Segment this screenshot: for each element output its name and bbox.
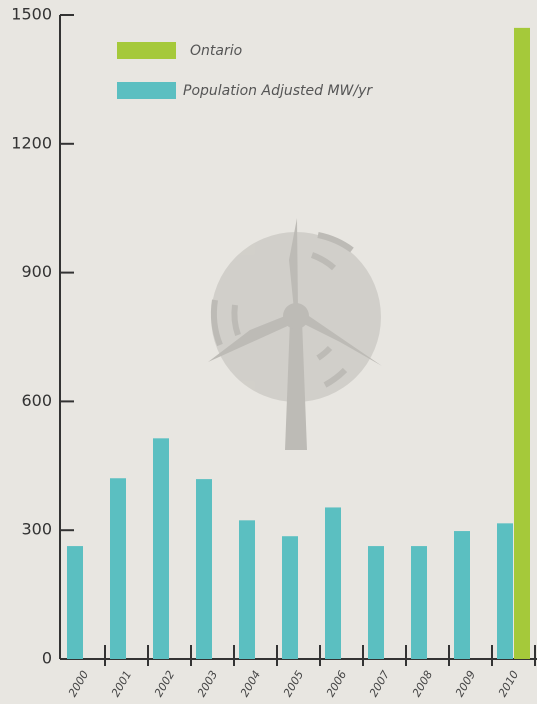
x-tick-label: 2000 (66, 668, 91, 699)
legend-label: Ontario (190, 43, 242, 59)
bar (110, 478, 126, 659)
x-tick-label: 2001 (109, 668, 134, 699)
x-tick-label: 2008 (410, 668, 435, 699)
x-tick-label: 2007 (367, 668, 392, 699)
x-tick-label: 2002 (152, 668, 177, 699)
y-tick-label: 900 (21, 262, 52, 281)
bar (67, 546, 83, 659)
x-tick-label: 2006 (324, 668, 349, 699)
legend-swatch (117, 42, 176, 59)
bar (153, 438, 169, 659)
bar (325, 507, 341, 659)
x-tick-label: 2010 (496, 668, 521, 699)
y-tick-label: 600 (21, 391, 52, 410)
x-tick-label: 2009 (453, 668, 478, 699)
bar (411, 546, 427, 659)
bar (282, 536, 298, 659)
bar (368, 546, 384, 659)
y-tick-label: 1500 (11, 5, 52, 24)
bar (239, 520, 255, 659)
x-tick-label: 2003 (195, 668, 220, 699)
bar (196, 479, 212, 659)
bar (497, 523, 513, 659)
y-tick-label: 1200 (11, 133, 52, 152)
legend-swatch (117, 82, 176, 99)
turbine-icon (208, 218, 382, 450)
y-tick-label: 0 (42, 649, 52, 668)
legend-label: Population Adjusted MW/yr (183, 83, 373, 99)
x-tick-label: 2004 (238, 668, 263, 699)
bar (454, 531, 470, 659)
x-tick-label: 2005 (281, 668, 306, 699)
y-tick-label: 300 (21, 520, 52, 539)
bar (514, 27, 530, 659)
